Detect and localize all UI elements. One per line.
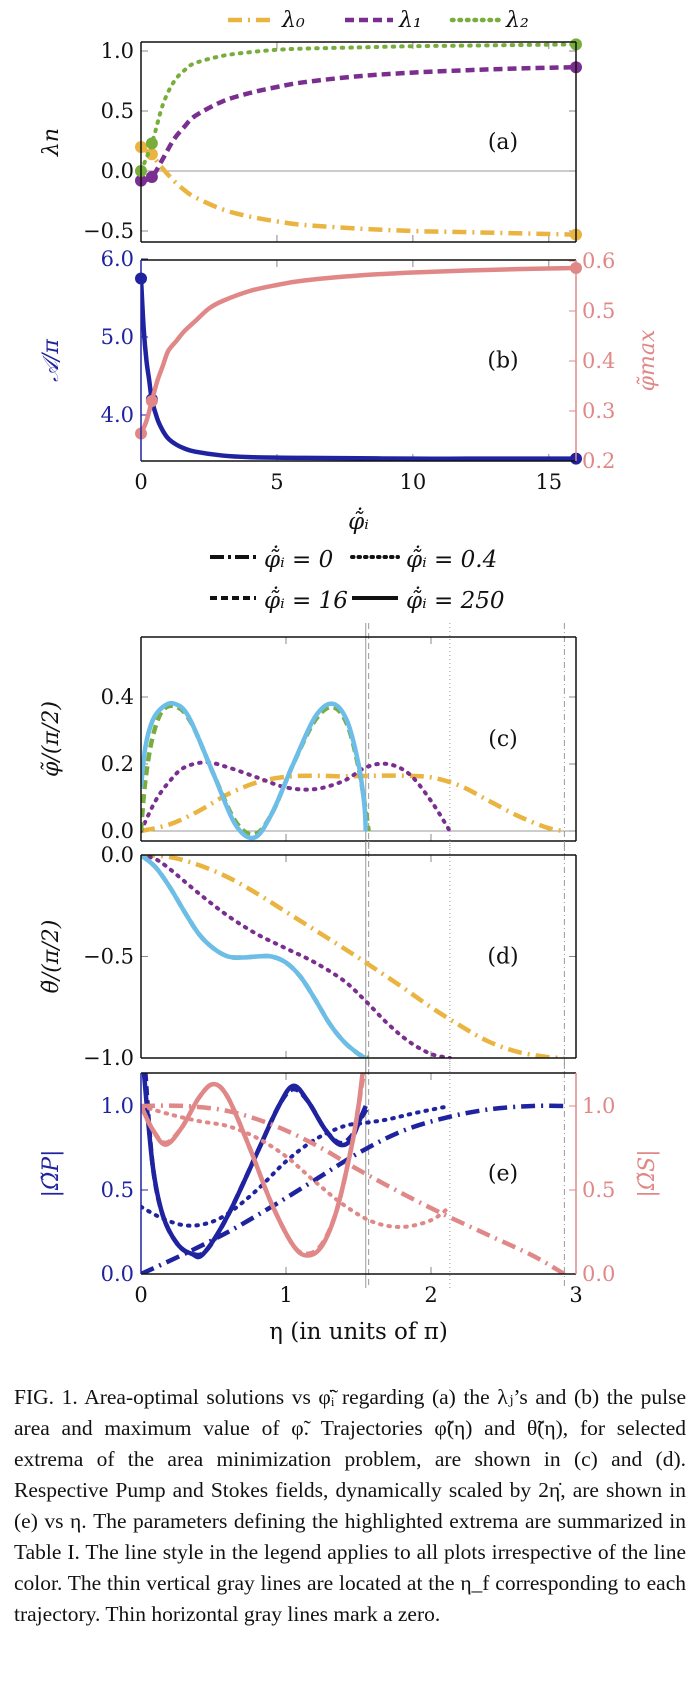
y-tick-label-right: 1.0	[582, 1094, 615, 1118]
series-line--p-0-4	[141, 1104, 452, 1228]
y-tick-label-right: 0.0	[582, 1262, 615, 1286]
y-tick-label: −1.0	[83, 1046, 134, 1070]
y-axis-label-right: |Ω̃S|	[635, 1149, 660, 1197]
y-tick-label: 0.0	[101, 1262, 134, 1286]
mid-legend-label-1: φ̃̇ᵢ = 0.4	[406, 546, 497, 573]
panel-b-area: 4.0 5.0 6.0 0.2 0.3 0.4 0.5 0.6 0 5 10 15 (b) 𝒜/π φ̃ma…	[39, 247, 660, 535]
y-axis-label: θ̃/(π/2)	[39, 920, 64, 994]
series-line--2	[141, 42, 576, 173]
data-marker	[145, 137, 158, 150]
mid-legend-label-0: φ̃̇ᵢ = 0	[264, 546, 333, 573]
y-tick-label: 4.0	[101, 403, 134, 427]
y-axis-label: φ̃/(π/2)	[39, 701, 64, 777]
x-tick-label: 15	[535, 470, 562, 494]
figure-caption: FIG. 1. Area-optimal solutions vs φ̃̇ᵢ r…	[14, 1385, 686, 1626]
series-line--0-4	[141, 760, 452, 833]
mid-legend-label-2: φ̃̇ᵢ = 16	[264, 587, 348, 614]
mid-legend-label-3: φ̃̇ᵢ = 250	[406, 587, 505, 614]
panel-label: (a)	[488, 130, 518, 155]
series-line--0-4	[141, 855, 452, 1058]
y-tick-label: 0.0	[101, 819, 134, 843]
series-line--250	[141, 700, 368, 841]
x-axis-label: η (in units of π)	[269, 1319, 448, 1345]
legend-label-0: λ₀	[281, 8, 305, 33]
series-line--0	[141, 773, 565, 834]
data-marker	[145, 171, 158, 183]
y-tick-label-right: 0.2	[582, 449, 615, 473]
panel-c-phi: 0.0 0.2 0.4 (c) φ̃/(π/2)	[39, 623, 577, 855]
panel-d-theta: −1.0 −0.5 0.0 (d) θ̃/(π/2)	[39, 841, 577, 1072]
y-axis-label: 𝒜/π	[39, 339, 64, 382]
x-tick-label: 10	[400, 470, 427, 494]
panel-label: (d)	[487, 945, 518, 970]
series-line--p-0	[141, 1103, 565, 1274]
y-tick-label: 0.0	[101, 843, 134, 867]
y-tick-label: 0.2	[101, 752, 134, 776]
top-legend: λ₀ λ₁ λ₂	[228, 8, 529, 33]
series-line-a-	[141, 278, 576, 461]
y-axis-label: λn	[39, 128, 64, 157]
series-line--p-250	[141, 1073, 368, 1260]
x-axis-label: φ̃̇ᵢ	[348, 508, 369, 535]
x-tick-label: 0	[134, 470, 147, 494]
mid-legend: φ̃̇ᵢ = 0 φ̃̇ᵢ = 0.4 φ̃̇ᵢ = 16 φ̃̇ᵢ = 250	[210, 546, 505, 614]
x-tick-label: 1	[279, 1283, 292, 1307]
y-axis-label-right: φ̃max	[635, 329, 660, 391]
series-line--0	[141, 145, 576, 237]
y-tick-label: 0.5	[101, 99, 134, 123]
series-line--s-250	[141, 1073, 368, 1258]
x-tick-label: 2	[424, 1283, 437, 1307]
y-tick-label-right: 0.4	[582, 349, 615, 373]
y-axis-label: |Ω̃P|	[39, 1150, 64, 1198]
series-line--s-0	[141, 1103, 566, 1274]
x-tick-label: 3	[569, 1283, 582, 1307]
panel-e-fields: 0.0 0.5 1.0 0.0 0.5 1.0 0 1 2 3 (e) |Ω̃P| |Ω̃S| η (in…	[39, 1059, 660, 1345]
panel-label: (e)	[488, 1162, 518, 1187]
y-tick-label: −0.5	[83, 945, 134, 969]
y-tick-label: 0.5	[101, 1178, 134, 1202]
y-tick-label: 5.0	[101, 325, 134, 349]
panel-a-lambda: −0.5 0.0 0.5 1.0 (a) λn	[39, 38, 582, 243]
x-tick-label: 0	[134, 1283, 147, 1307]
series-line--250	[141, 855, 367, 1058]
figure-1: λ₀ λ₁ λ₂ −0.50.00.51.0(a)λn 4.05.06.00.20.…	[39, 8, 660, 1345]
y-tick-label: −0.5	[83, 219, 134, 243]
series-line--16	[141, 703, 371, 837]
y-tick-label: 0.4	[101, 685, 134, 709]
y-tick-label: 1.0	[101, 39, 134, 63]
x-tick-label: 5	[270, 470, 283, 494]
y-tick-label: 0.0	[101, 159, 134, 183]
series-line--max	[141, 265, 576, 435]
y-tick-label-right: 0.5	[582, 299, 615, 323]
y-tick-label-right: 0.5	[582, 1178, 615, 1202]
y-tick-label-right: 0.3	[582, 399, 615, 423]
legend-label-1: λ₁	[398, 8, 422, 33]
panel-label: (c)	[488, 727, 518, 752]
data-marker	[145, 395, 158, 407]
data-marker	[145, 148, 158, 161]
y-tick-label: 1.0	[101, 1094, 134, 1118]
series-line--s-0-4	[141, 1104, 452, 1229]
y-tick-label-right: 0.6	[582, 249, 615, 273]
y-tick-label: 6.0	[101, 247, 134, 271]
legend-label-2: λ₂	[505, 8, 529, 33]
series-line--1	[141, 64, 576, 183]
panel-label: (b)	[487, 349, 518, 374]
